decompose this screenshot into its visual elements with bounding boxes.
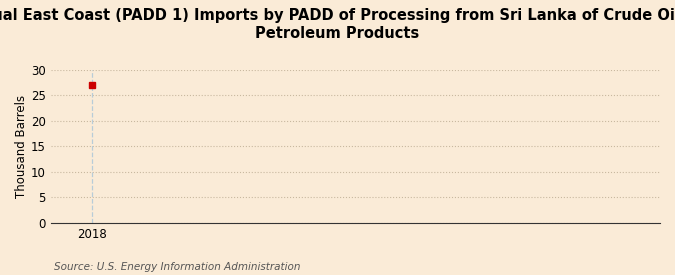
Text: Source: U.S. Energy Information Administration: Source: U.S. Energy Information Administ… — [54, 262, 300, 272]
Y-axis label: Thousand Barrels: Thousand Barrels — [15, 95, 28, 198]
Text: Annual East Coast (PADD 1) Imports by PADD of Processing from Sri Lanka of Crude: Annual East Coast (PADD 1) Imports by PA… — [0, 8, 675, 41]
